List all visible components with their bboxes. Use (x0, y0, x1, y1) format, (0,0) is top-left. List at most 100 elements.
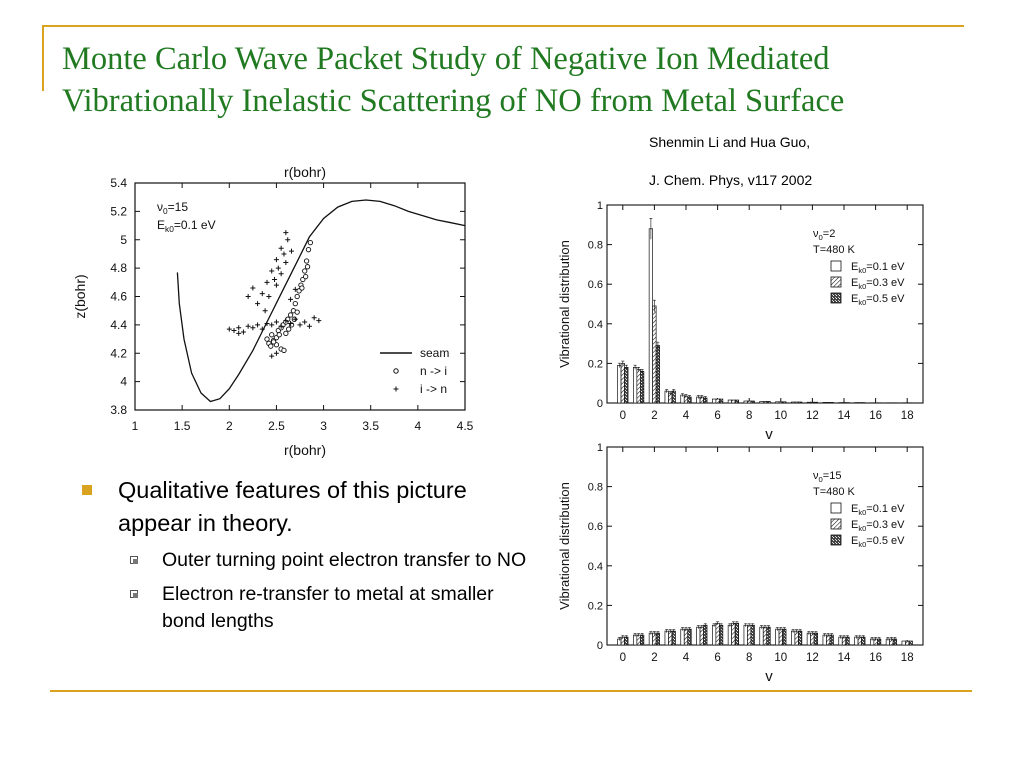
x-tick-label: 8 (746, 652, 752, 664)
x-tick-label: 14 (838, 652, 851, 664)
bar-2 (636, 368, 641, 404)
error-bar (668, 629, 672, 633)
error-bar (744, 623, 748, 627)
vibrational-distribution-v2-figure: 00.20.40.60.810 2 4 6 8 10 12 14 16 18vVibrationa… (557, 200, 924, 443)
error-bar (712, 623, 716, 627)
legend-label: n -> i (420, 364, 447, 378)
sub-bullet-text: Outer turning point electron transfer to… (162, 549, 527, 571)
n-to-i-point (286, 326, 292, 332)
y-tick-label: 5.2 (110, 204, 127, 218)
n-to-i-point (303, 258, 310, 264)
error-bar (798, 629, 802, 633)
annotation-v0: ν0=15 (157, 200, 188, 216)
legend-label: i -> n (420, 382, 447, 396)
error-bar (826, 633, 830, 637)
y-tick-label: 0.2 (588, 358, 603, 370)
y-axis-label: Vibrational distribution (557, 240, 572, 368)
error-bar (842, 635, 846, 639)
x-tick-label: 12 (806, 410, 819, 422)
error-bar (617, 637, 621, 641)
i-to-n-point (266, 294, 272, 299)
n-to-i-point (294, 309, 300, 315)
error-bar (700, 395, 704, 399)
bar-3 (687, 628, 692, 646)
i-to-n-point (250, 285, 256, 291)
bottom-rule (50, 690, 972, 692)
error-bar (719, 623, 723, 627)
error-bar (747, 623, 751, 627)
x-tick-label: 4 (683, 410, 690, 422)
legend-label: Ek0=0.5 eV (851, 293, 905, 307)
bar-1 (696, 626, 701, 646)
legend-swatch-1 (830, 260, 842, 272)
bar-3 (655, 345, 661, 404)
citation-authors: Shenmin Li and Hua Guo, (649, 134, 811, 150)
error-bar (735, 621, 739, 625)
y-tick-label: 0.6 (588, 521, 603, 533)
annotation-v0: ν0=2 (813, 228, 835, 242)
bar-1 (822, 402, 827, 404)
n-to-i-point (303, 273, 309, 280)
i-to-n-point (283, 230, 289, 236)
error-bar (688, 627, 691, 631)
error-bar (716, 621, 720, 625)
label-rest: =0.1 eV (174, 218, 216, 232)
legend-label: seam (420, 346, 449, 360)
error-bar (893, 637, 897, 641)
i-to-n-point (255, 322, 261, 328)
legend-swatch-2 (830, 276, 842, 288)
i-to-n-point (278, 271, 284, 277)
bar-3 (813, 401, 818, 404)
slide-title: Monte Carlo Wave Packet Study of Negativ… (62, 38, 962, 122)
n-to-i-point (299, 285, 305, 291)
error-bar (703, 396, 707, 400)
i-to-n-point (281, 251, 287, 257)
error-bar (621, 635, 625, 639)
bar-2 (668, 630, 673, 646)
potential-seam-figure: 1 1.5 2 2.5 3 3.5 4 4.5 3.8 4 4.2 4.4 4.6 4.8 5 5.2 5.4 r… (72, 164, 474, 458)
legend-value: =0.5 eV (866, 293, 905, 305)
bar-2 (778, 628, 783, 646)
label-subscript: k0 (165, 224, 174, 234)
bar-2 (715, 622, 720, 646)
i-to-n-point (316, 318, 322, 324)
error-bar (640, 369, 644, 374)
bar-3 (829, 402, 834, 404)
sub-bullet-marker-icon (130, 556, 138, 564)
bar-2 (794, 401, 799, 404)
bar-2 (762, 626, 768, 646)
error-bar (870, 637, 874, 641)
bar-1 (664, 630, 669, 646)
i-to-n-point (236, 330, 242, 336)
error-bar (684, 394, 688, 398)
error-bar (684, 627, 688, 631)
i-to-n-point (302, 319, 308, 325)
x-tick-label: 2 (226, 419, 233, 433)
label-subscript: 0 (819, 233, 823, 242)
error-bar (810, 631, 814, 635)
legend-main: E (851, 535, 858, 547)
legend-label: Ek0=0.5 eV (851, 535, 905, 549)
y-tick-label: 1 (597, 442, 603, 454)
legend-value: =0.3 eV (866, 277, 905, 289)
legend-main: E (851, 503, 858, 515)
error-bar (637, 633, 641, 637)
bar-1 (759, 401, 764, 404)
bar-1 (775, 628, 780, 646)
error-bar (874, 637, 878, 641)
error-bar (889, 637, 893, 641)
error-bar (640, 633, 644, 637)
x-tick-label: 6 (714, 410, 720, 422)
bar-3 (813, 632, 818, 646)
x-tick-label: 4 (683, 652, 690, 664)
i-to-n-point (226, 326, 232, 332)
seam-line (176, 199, 466, 403)
error-bar (760, 625, 763, 629)
error-bar (649, 631, 653, 635)
x-tick-label: 2.5 (268, 419, 285, 433)
bar-1 (727, 399, 732, 404)
y-tick-label: 5.4 (110, 176, 127, 190)
bar-2 (683, 628, 689, 646)
i-to-n-point (264, 320, 270, 326)
bar-1 (806, 401, 811, 404)
